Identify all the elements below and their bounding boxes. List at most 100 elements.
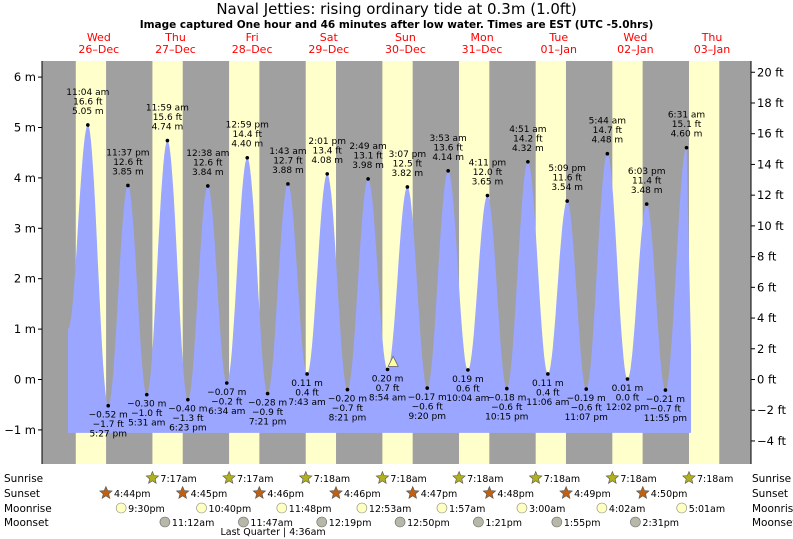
extreme-time: 6:23 pm xyxy=(169,424,207,434)
extreme-m: 3.84 m xyxy=(192,168,224,178)
extreme-ft: 16.6 ft xyxy=(73,97,103,107)
extreme-time: 11:04 am xyxy=(66,88,109,98)
row-label-sunset-right: Sunset xyxy=(752,488,788,500)
extreme-ft: −1.3 ft xyxy=(172,414,204,424)
sunset-icon xyxy=(329,485,343,499)
y-tick-label-ft: −4 ft xyxy=(757,434,786,448)
extreme-time: 11:07 pm xyxy=(565,413,608,423)
moonrise-icon xyxy=(516,502,528,514)
extreme-m: 5.05 m xyxy=(72,107,104,117)
extreme-ft: 12.6 ft xyxy=(193,158,223,168)
extreme-point xyxy=(186,397,190,402)
extreme-time: 11:59 am xyxy=(146,104,189,114)
row-label-moonrise-right: Moonrise xyxy=(752,503,793,515)
moonrise-time: 1:57am xyxy=(449,504,485,515)
extreme-time: 8:21 pm xyxy=(329,414,367,424)
moonrise-time: 11:48pm xyxy=(289,504,332,515)
day-label-date: 02–Jan xyxy=(617,43,653,56)
moonrise-icon xyxy=(276,502,288,514)
extreme-ft: 11.6 ft xyxy=(552,174,582,184)
moonset-icon xyxy=(630,516,641,528)
sunset-icon xyxy=(635,485,650,499)
extreme-point xyxy=(385,367,390,372)
day-label-dow: Sun xyxy=(395,31,416,44)
day-label-dow: Fri xyxy=(246,31,259,44)
y-tick-label-ft: 16 ft xyxy=(757,127,784,141)
extreme-ft: 12.7 ft xyxy=(273,156,303,166)
sunrise-time: 7:18am xyxy=(620,474,656,485)
moonrise-time: 3:00am xyxy=(529,504,565,515)
extreme-time: 10:04 am xyxy=(446,394,489,404)
moonset-time: 12:19pm xyxy=(329,518,372,529)
extreme-m: 3.98 m xyxy=(352,161,384,171)
extreme-ft: 0.4 ft xyxy=(536,388,560,398)
extreme-time: 1:43 am xyxy=(269,147,306,157)
day-label-dow: Mon xyxy=(470,31,493,44)
extreme-time: 2:01 pm xyxy=(308,137,346,147)
moonset-time: 11:12am xyxy=(172,518,214,529)
sunset-time: 4:48pm xyxy=(497,489,534,500)
y-tick-label-ft: 14 ft xyxy=(757,157,784,171)
extreme-ft: 0.0 ft xyxy=(616,393,640,403)
extreme-point xyxy=(305,372,309,376)
sunset-icon xyxy=(175,485,190,499)
extreme-ft: −0.6 ft xyxy=(571,404,603,414)
extreme-point xyxy=(663,388,668,392)
extreme-ft: −1.7 ft xyxy=(93,420,125,430)
moonset-icon xyxy=(394,516,406,528)
extreme-m: −0.07 m xyxy=(207,388,246,398)
extreme-m: −0.17 m xyxy=(408,393,447,403)
extreme-m: 4.48 m xyxy=(592,136,624,146)
moonrise-time: 9:30pm xyxy=(128,504,165,515)
extreme-point xyxy=(625,377,630,381)
sunrise-time: 7:17am xyxy=(160,474,196,485)
extreme-ft: −0.6 ft xyxy=(412,403,444,413)
sunrise-time: 7:18am xyxy=(314,474,350,485)
extreme-ft: −1.0 ft xyxy=(131,409,163,419)
extreme-point xyxy=(286,182,290,186)
sunset-icon xyxy=(482,485,497,499)
extreme-point xyxy=(466,368,470,372)
moonset-icon xyxy=(316,516,328,528)
extreme-time: 5:09 pm xyxy=(548,164,586,174)
extreme-time: 9:20 pm xyxy=(408,412,446,422)
sunrise-icon xyxy=(682,470,696,484)
extreme-ft: 15.1 ft xyxy=(672,120,702,130)
extreme-time: 5:27 pm xyxy=(89,430,127,440)
y-tick-label-ft: 0 ft xyxy=(757,373,777,387)
day-label-date: 31–Dec xyxy=(462,43,503,56)
extreme-point xyxy=(644,202,649,206)
row-label-moonset-right: Moonset xyxy=(752,517,793,529)
sunrise-icon xyxy=(375,470,390,484)
extreme-time: 5:31 am xyxy=(128,419,165,429)
sunrise-time: 7:18am xyxy=(467,474,503,485)
y-tick-label-ft: 6 ft xyxy=(757,280,777,294)
extreme-m: 4.32 m xyxy=(512,144,544,154)
y-tick-label-m: −1 m xyxy=(4,423,36,437)
extreme-m: −0.21 m xyxy=(646,395,685,405)
extreme-ft: 13.6 ft xyxy=(433,143,463,153)
extreme-time: 10:15 pm xyxy=(485,413,528,423)
tide-area xyxy=(68,125,691,433)
extreme-time: 12:59 pm xyxy=(226,121,269,131)
extreme-ft: 14.7 ft xyxy=(593,126,623,136)
extreme-m: 4.14 m xyxy=(432,153,464,163)
moonrise-icon xyxy=(196,502,207,514)
moonrise-time: 5:01am xyxy=(689,504,725,515)
moonset-time: 2:31pm xyxy=(642,518,679,529)
extreme-time: 6:31 am xyxy=(668,111,705,121)
sunset-icon xyxy=(559,485,574,499)
extreme-m: 3.48 m xyxy=(631,186,663,196)
extreme-time: 5:44 am xyxy=(589,117,626,127)
extreme-m: 0.20 m xyxy=(372,374,404,384)
extreme-ft: 12.0 ft xyxy=(473,168,503,178)
extreme-time: 4:11 pm xyxy=(469,159,507,169)
y-tick-label-ft: 18 ft xyxy=(757,96,784,110)
extreme-point xyxy=(684,145,689,150)
extreme-ft: 0.7 ft xyxy=(376,384,400,394)
y-tick-label-ft: 4 ft xyxy=(757,311,777,325)
moonrise-time: 12:53am xyxy=(369,504,411,515)
chart-title: Naval Jetties: rising ordinary tide at 0… xyxy=(216,0,577,18)
day-label-dow: Wed xyxy=(87,31,111,44)
